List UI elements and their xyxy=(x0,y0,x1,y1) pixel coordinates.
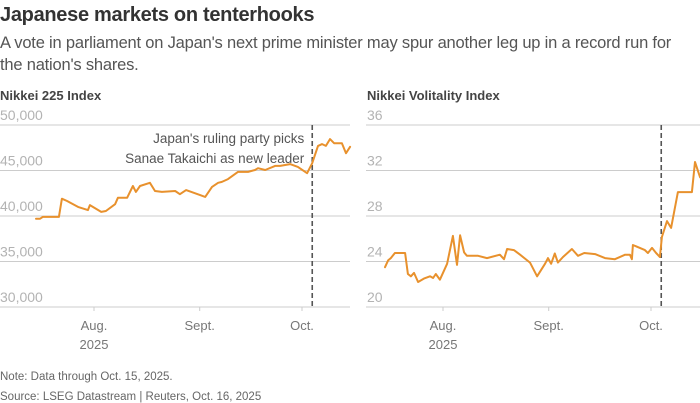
nikkei-volatility-title: Nikkei Volitality Index xyxy=(367,88,500,103)
nikkei-xtick-label: 2025 xyxy=(80,337,109,352)
nikkei-xtick-label: Aug. xyxy=(81,318,108,333)
vix-ytick-label: 20 xyxy=(367,289,383,305)
footer-note: Note: Data through Oct. 15, 2025. xyxy=(0,371,173,383)
subtitle-line-1: A vote in parliament on Japan's next pri… xyxy=(0,34,672,52)
vix-ytick-label: 28 xyxy=(367,198,383,214)
chart-subtitle: A vote in parliament on Japan's next pri… xyxy=(0,32,700,76)
vix-xtick-label: Oct. xyxy=(639,318,663,333)
vix-xtick-label: Aug. xyxy=(430,318,457,333)
vix-ytick-label: 36 xyxy=(367,107,383,123)
nikkei-ytick-label: 30,000 xyxy=(0,289,43,305)
vix-ytick-label: 32 xyxy=(367,153,383,169)
footer-source: Source: LSEG Datastream | Reuters, Oct. … xyxy=(0,391,262,403)
nikkei-series-line xyxy=(35,138,352,220)
nikkei-ytick-label: 35,000 xyxy=(0,244,43,260)
chart-title-main: Japanese markets on tenterhooks xyxy=(0,4,315,26)
nikkei-ytick-label: 40,000 xyxy=(0,198,43,214)
vix-xtick-label: Sept. xyxy=(534,318,564,333)
vix-xtick-label: 2025 xyxy=(429,337,458,352)
subtitle-line-2: the nation's shares. xyxy=(0,56,139,74)
nikkei-ytick-label: 50,000 xyxy=(0,107,43,123)
nikkei-ytick-label: 45,000 xyxy=(0,153,43,169)
vix-series-line xyxy=(384,161,700,283)
nikkei-xtick-label: Oct. xyxy=(290,318,314,333)
nikkei-xtick-label: Sept. xyxy=(185,318,215,333)
nikkei-225-title: Nikkei 225 Index xyxy=(0,88,102,103)
nikkei-annotation-line: Japan's ruling party picks xyxy=(153,131,304,146)
vix-ytick-label: 24 xyxy=(367,244,383,260)
nikkei-annotation-line: Sanae Takaichi as new leader xyxy=(125,151,305,166)
